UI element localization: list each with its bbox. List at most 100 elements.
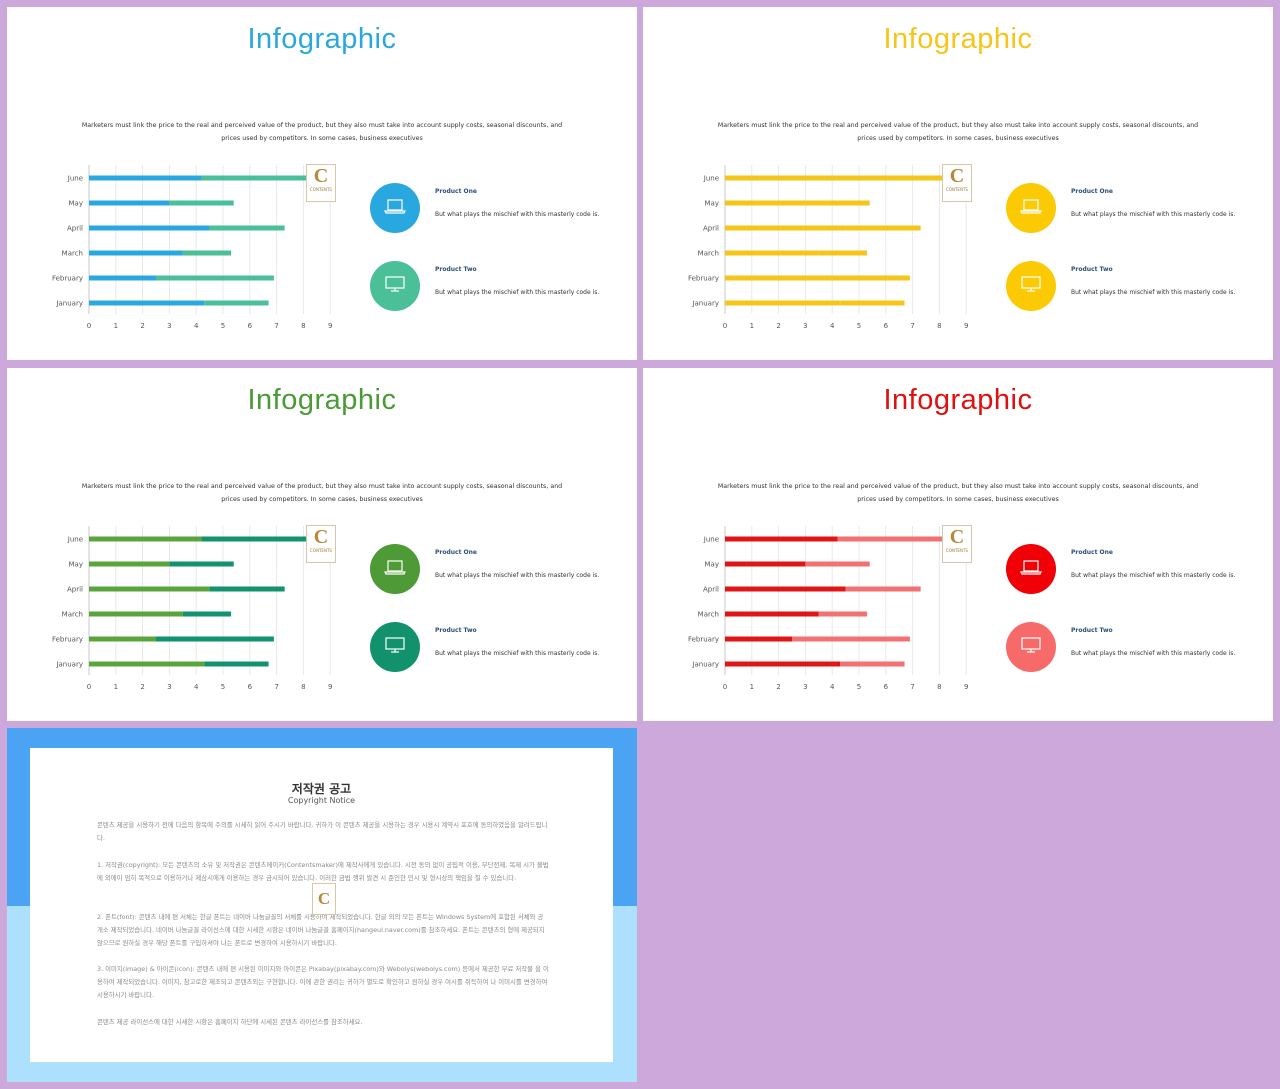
slide-green: Infographic Marketers must link the price… [7, 368, 637, 721]
slide-description: Marketers must link the price to the rea… [81, 122, 563, 142]
bar-series-1 [725, 275, 792, 281]
logo-letter: C [313, 526, 329, 548]
x-tick-label: 0 [723, 322, 727, 330]
x-tick-label: 7 [274, 683, 278, 691]
x-tick-label: 9 [964, 322, 968, 330]
bar-series-2 [845, 225, 921, 231]
bar-series-2 [837, 175, 945, 181]
category-label: May [705, 200, 719, 208]
bar-chart: 0 1 2 3 4 5 6 7 8 9 June May April March February Janua… [688, 526, 968, 691]
category-label: February [52, 275, 83, 283]
category-label: February [688, 636, 719, 644]
x-tick-label: 4 [194, 322, 199, 330]
category-label: January [691, 300, 719, 308]
copyright-paragraph-copyright: 1. 저작권(copyright): 모든 콘텐츠의 소유 및 저작권은 콘텐츠… [97, 861, 549, 882]
product-1-text: But what plays the mischief with this ma… [435, 572, 600, 579]
logo-text: CONTENTS [946, 548, 968, 553]
category-label: June [67, 536, 83, 544]
contents-logo: C CONTENTS [306, 164, 336, 202]
bar-series-1 [725, 611, 819, 617]
x-tick-label: 7 [274, 322, 278, 330]
logo-letter: C [313, 165, 329, 187]
product-2-text: But what plays the mischief with this ma… [1071, 650, 1236, 657]
product-1-text: But what plays the mischief with this ma… [435, 211, 600, 218]
slide-yellow: Infographic Marketers must link the price… [643, 7, 1273, 360]
bar-series-1 [725, 561, 806, 567]
monitor-icon [1020, 636, 1042, 659]
x-tick-label: 9 [328, 322, 332, 330]
copyright-paragraph-intro: 콘텐츠 제공을 시용하기 전에 다음의 항목에 주의를 시세히 읽어 주시기 바… [97, 821, 548, 842]
category-label: January [691, 661, 719, 669]
category-label: April [703, 586, 719, 594]
x-tick-label: 3 [803, 683, 807, 691]
bar-series-2 [792, 275, 910, 281]
category-label: March [62, 250, 83, 258]
slide-description: Marketers must link the price to the rea… [717, 122, 1199, 142]
category-label: June [703, 175, 719, 183]
bar-series-2 [204, 661, 269, 667]
bar-series-1 [89, 250, 183, 256]
laptop-icon [1020, 198, 1042, 219]
bar-series-2 [818, 250, 868, 256]
x-tick-label: 8 [301, 322, 305, 330]
x-tick-label: 2 [140, 322, 144, 330]
bar-series-1 [725, 536, 838, 542]
bar-series-1 [89, 636, 156, 642]
x-tick-label: 9 [964, 683, 968, 691]
product-2-circle [370, 261, 420, 311]
bar-series-1 [725, 661, 841, 667]
bar-series-2 [845, 586, 921, 592]
product-2-text: But what plays the mischief with this ma… [435, 289, 600, 296]
bar-series-2 [169, 561, 234, 567]
category-label: June [703, 536, 719, 544]
product-2-circle [1006, 261, 1056, 311]
bar-series-2 [209, 225, 285, 231]
product-1-text: But what plays the mischief with this ma… [1071, 572, 1236, 579]
x-tick-label: 8 [937, 322, 941, 330]
bar-series-2 [818, 611, 868, 617]
slide-description: Marketers must link the price to the rea… [717, 483, 1199, 503]
category-label: May [69, 200, 83, 208]
x-tick-label: 1 [750, 683, 754, 691]
bar-series-1 [725, 175, 838, 181]
copyright-slide: 저작권 공고 Copyright Notice 콘텐츠 제공을 시용하기 전에 … [7, 728, 637, 1082]
slide-title: Infographic [247, 384, 397, 416]
logo-text: CONTENTS [310, 187, 332, 192]
logo-text: CONTENTS [946, 187, 968, 192]
bar-series-1 [89, 300, 205, 306]
bar-chart: 0 1 2 3 4 5 6 7 8 9 June May April March February Janua… [688, 165, 968, 330]
product-1-label: Product One [435, 549, 477, 556]
x-tick-label: 3 [167, 683, 171, 691]
x-tick-label: 8 [301, 683, 305, 691]
contents-logo: C CONTENTS [306, 525, 336, 563]
laptop-icon [384, 198, 406, 219]
product-2-text: But what plays the mischief with this ma… [1071, 289, 1236, 296]
bar-series-1 [89, 661, 205, 667]
bar-series-2 [837, 536, 945, 542]
category-label: May [705, 561, 719, 569]
product-1-circle [1006, 183, 1056, 233]
bar-series-2 [204, 300, 269, 306]
copyright-title: 저작권 공고 [291, 782, 352, 796]
copyright-paragraph-font: 2. 폰트(font): 콘텐츠 내에 편 서체는 한글 폰트는 네이버 나눔글… [97, 913, 545, 947]
x-tick-label: 9 [328, 683, 332, 691]
copyright-logo: C [312, 883, 336, 915]
bar-series-1 [89, 586, 210, 592]
product-2-label: Product Two [1071, 627, 1113, 634]
bar-series-2 [805, 200, 870, 206]
product-2-label: Product Two [435, 627, 477, 634]
x-tick-label: 4 [830, 322, 835, 330]
bar-series-1 [725, 300, 841, 306]
category-label: January [55, 300, 83, 308]
logo-letter: C [949, 526, 965, 548]
bar-series-1 [725, 636, 792, 642]
copyright-paragraph-image: 3. 이미지(image) & 아이콘(icon): 콘텐츠 내에 편 시용된 … [97, 965, 549, 999]
x-tick-label: 7 [910, 322, 914, 330]
product-1-circle [370, 183, 420, 233]
x-tick-label: 6 [884, 322, 889, 330]
slide-red: Infographic Marketers must link the price… [643, 368, 1273, 721]
product-1-text: But what plays the mischief with this ma… [1071, 211, 1236, 218]
category-label: January [55, 661, 83, 669]
x-tick-label: 4 [830, 683, 835, 691]
bar-series-1 [89, 561, 170, 567]
